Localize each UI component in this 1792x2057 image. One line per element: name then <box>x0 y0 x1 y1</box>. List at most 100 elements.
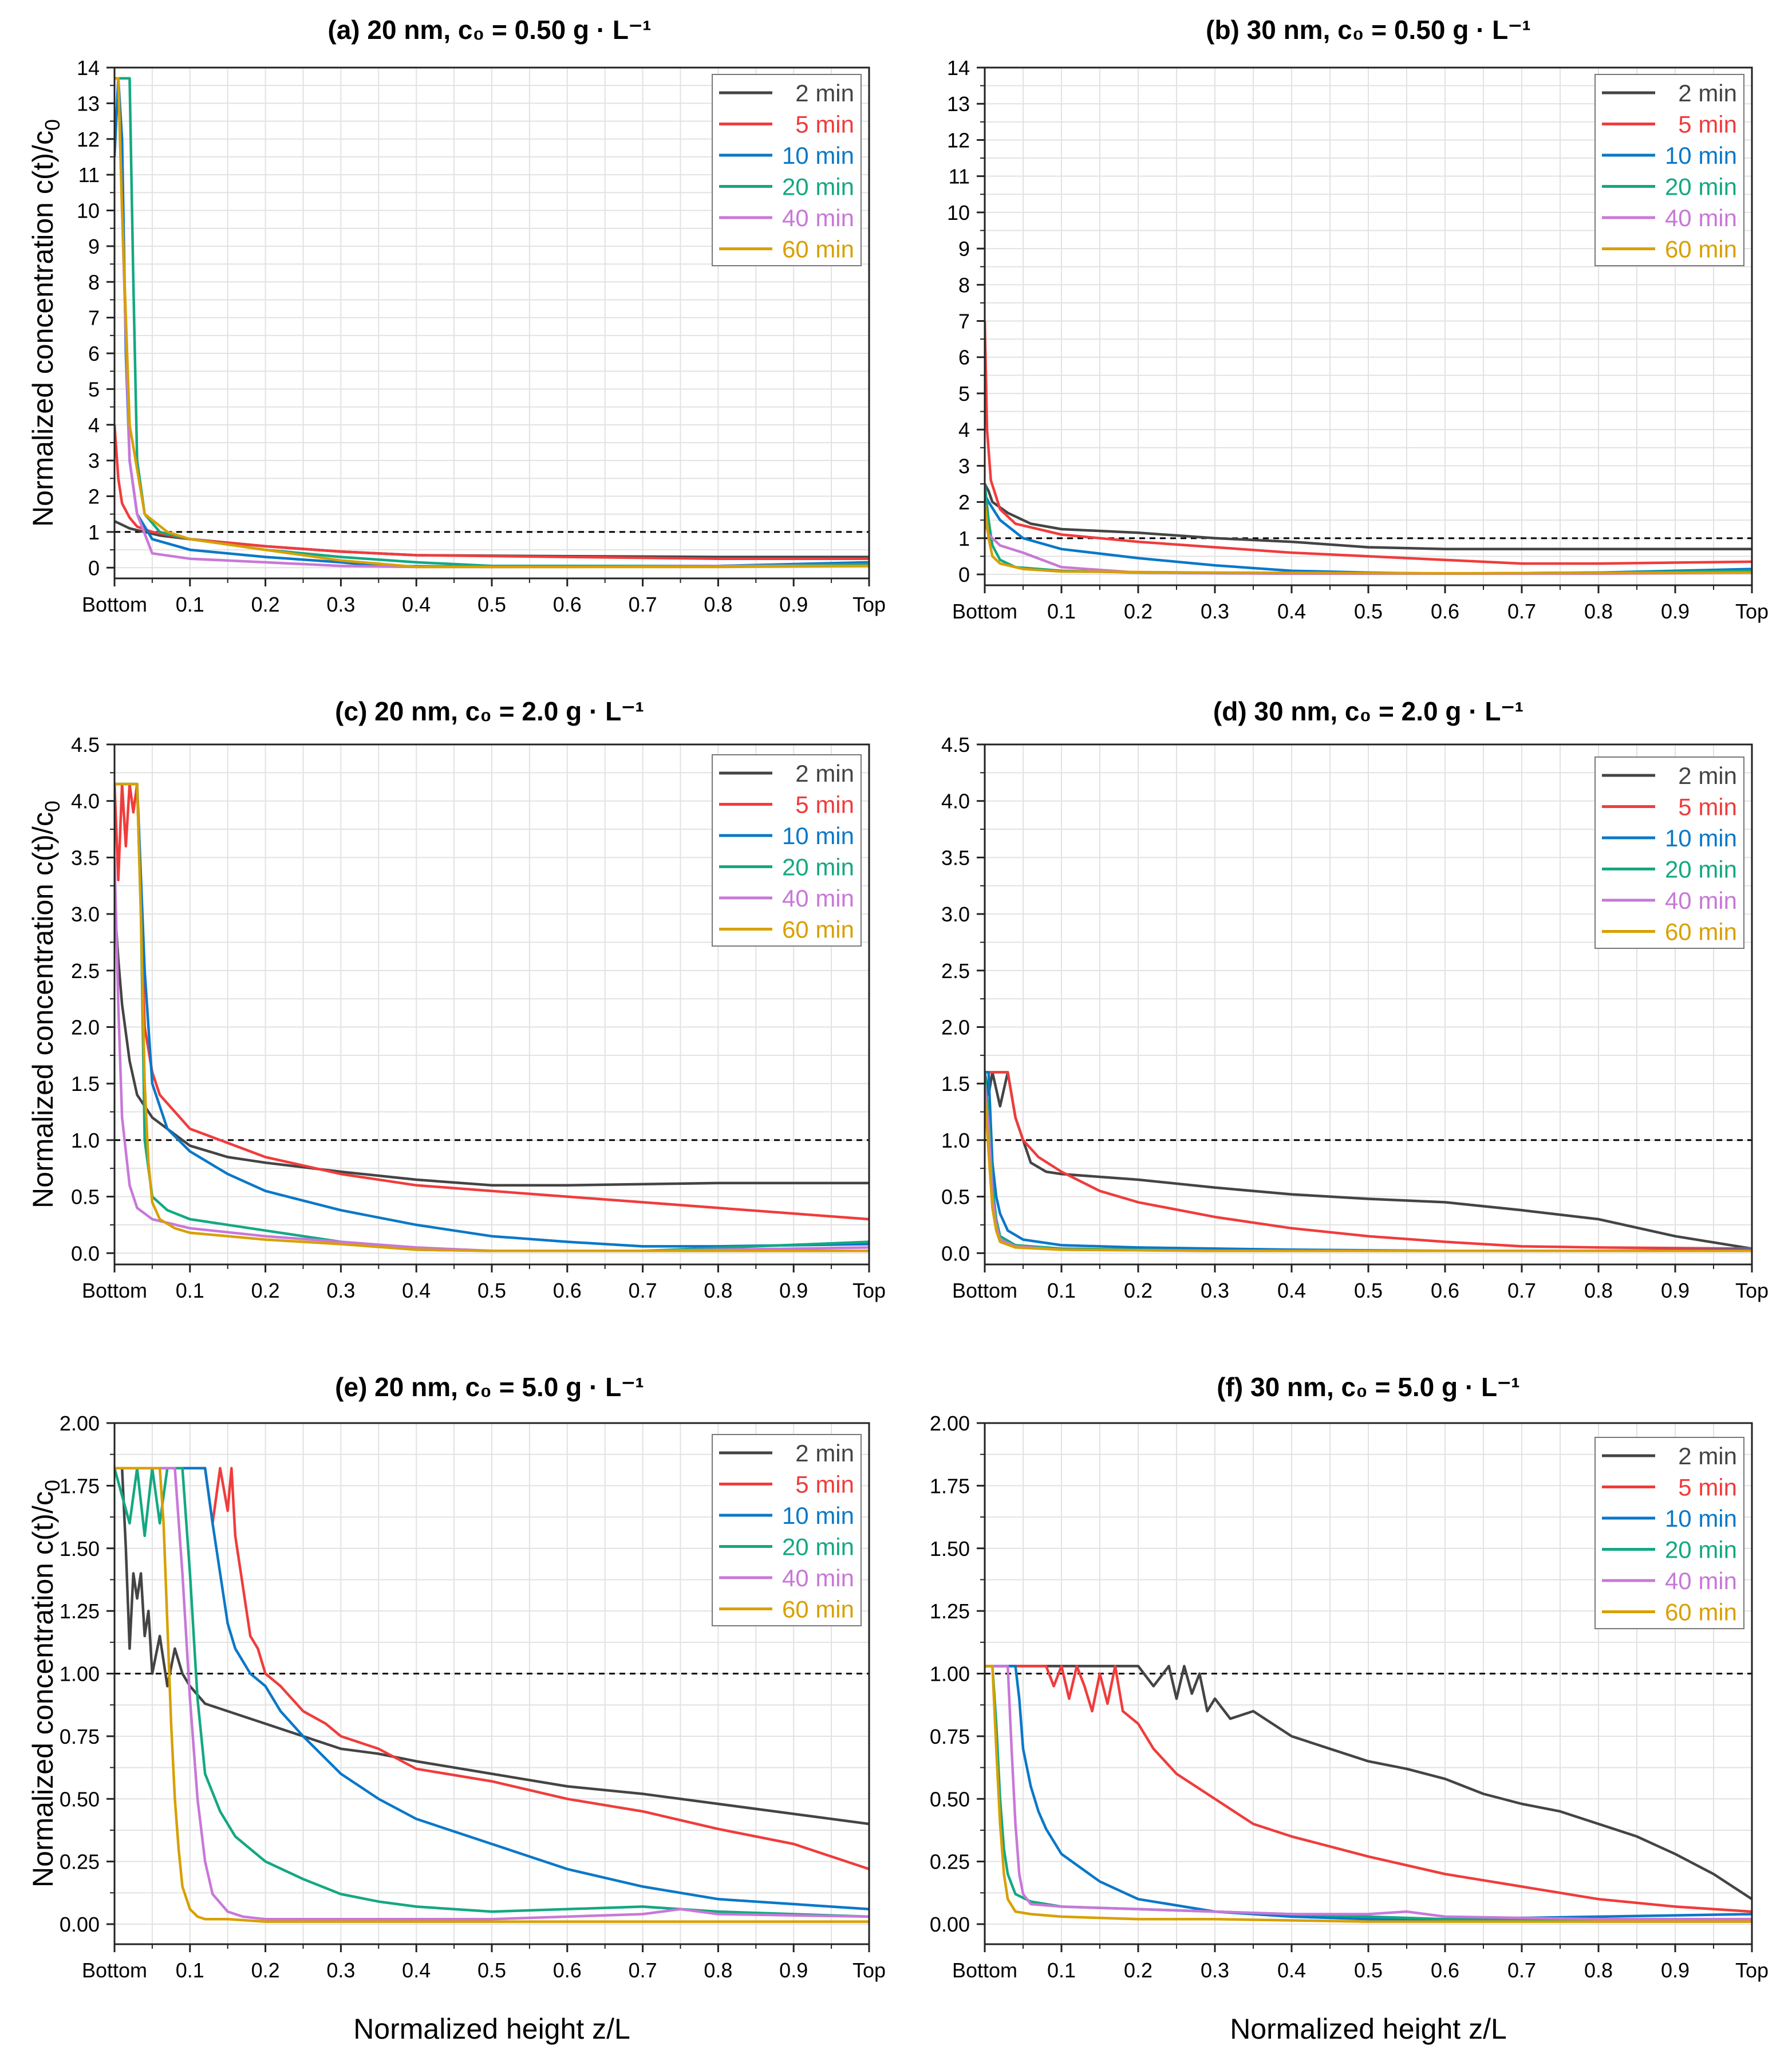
x-tick-label: Top <box>852 1279 886 1302</box>
y-tick-label: 2.0 <box>71 1015 100 1039</box>
panel-f: (f) 30 nm, c₀ = 5.0 g · L⁻¹ Bottom 0.1 0.2 0… <box>930 1372 1769 2045</box>
legend-label: 20 min <box>782 174 854 200</box>
x-tick-label: 0.1 <box>1047 600 1076 623</box>
legend: 2 min 5 min 10 min 20 min 40 min 60 min <box>712 74 862 266</box>
y-tick-label: 3 <box>958 454 970 478</box>
legend-label: 10 min <box>782 1502 854 1529</box>
series-line-60-min <box>115 77 869 569</box>
y-axis-label-text: Normalized concentration c(t)/c <box>27 131 59 527</box>
y-tick-label: 10 <box>947 201 970 224</box>
series-line-2-min <box>985 483 1752 551</box>
series-line-10-min <box>985 1665 1752 1921</box>
x-tick-label: 0.7 <box>1507 1279 1536 1302</box>
x-tick-label: 0.1 <box>176 1279 204 1302</box>
y-tick-label: 1.00 <box>60 1662 100 1686</box>
y-tick-label: 13 <box>947 92 970 116</box>
x-tick-label: 0.7 <box>629 1959 657 1982</box>
y-axis-label: Normalized concentration c(t)/c0 <box>27 801 64 1208</box>
legend-label: 2 min <box>1678 80 1737 107</box>
x-tick-label: 0.5 <box>1354 600 1383 623</box>
x-tick-label: 0.8 <box>704 1959 732 1982</box>
legend-label: 2 min <box>795 80 854 107</box>
y-tick-label: 0.50 <box>60 1787 100 1811</box>
x-tick-label: 0.3 <box>1201 1959 1229 1982</box>
x-tick-label: Bottom <box>952 1279 1017 1302</box>
x-tick-label: 0.9 <box>1661 1959 1690 1982</box>
x-tick-label: 0.1 <box>176 593 204 616</box>
x-tick-label: 0.9 <box>779 1279 808 1302</box>
series-line-2-min <box>985 1665 1752 1901</box>
x-tick-label: 0.3 <box>1201 600 1229 623</box>
y-axis-label-text: Normalized concentration c(t)/c <box>27 1491 59 1887</box>
x-tick-label: 0.3 <box>326 1959 355 1982</box>
y-tick-label: 0.00 <box>60 1913 100 1936</box>
y-tick-label: 2 <box>958 491 970 514</box>
legend-label: 20 min <box>782 854 854 881</box>
y-tick-label: 3 <box>88 449 100 472</box>
legend-box <box>712 754 862 947</box>
x-tick-label: 0.5 <box>477 1279 506 1302</box>
y-tick-label: 2 <box>88 485 100 509</box>
x-tick-label: 0.9 <box>1661 600 1690 623</box>
y-tick-label: 1 <box>958 527 970 550</box>
y-tick-label: 0.50 <box>930 1787 970 1811</box>
x-tick-label: Bottom <box>82 1959 147 1982</box>
y-tick-label: 12 <box>77 128 100 151</box>
legend-label: 40 min <box>1665 204 1737 231</box>
y-tick-label: 14 <box>77 56 100 80</box>
legend-label: 5 min <box>1678 111 1737 138</box>
series-line-40-min <box>115 1467 869 1921</box>
y-tick-label: 0.75 <box>60 1725 100 1748</box>
y-tick-label: 0.5 <box>941 1185 970 1209</box>
series-group <box>115 1467 869 1923</box>
y-tick-label: 2.00 <box>60 1412 100 1435</box>
y-tick-label: 0.25 <box>930 1850 970 1874</box>
y-tick-label: 4.5 <box>71 733 100 756</box>
series-line-5-min <box>985 321 1752 565</box>
x-tick-label: 0.7 <box>629 593 657 616</box>
series-line-20-min <box>115 1467 869 1918</box>
x-tick-label: 0.2 <box>1124 1279 1152 1302</box>
legend: 2 min 5 min 10 min 20 min 40 min 60 min <box>1594 1437 1744 1629</box>
x-tick-label: 0.4 <box>1277 1959 1306 1982</box>
x-tick-label: 0.5 <box>1354 1279 1383 1302</box>
x-tick-label: 0.4 <box>402 1279 431 1302</box>
x-tick-label: 0.6 <box>553 1279 582 1302</box>
legend-label: 10 min <box>782 822 854 849</box>
legend-label: 5 min <box>1678 794 1737 821</box>
series-line-10-min <box>115 1467 869 1911</box>
y-tick-label: 5 <box>958 382 970 405</box>
series-line-40-min <box>985 1665 1752 1921</box>
legend: 2 min 5 min 10 min 20 min 40 min 60 min <box>712 754 862 947</box>
series-line-2-min <box>985 1071 1752 1250</box>
y-tick-label: 8 <box>88 270 100 294</box>
x-tick-label: 0.8 <box>704 593 732 616</box>
legend-label: 40 min <box>782 204 854 231</box>
legend-label: 5 min <box>1678 1474 1737 1501</box>
x-tick-label: 0.9 <box>779 1959 808 1982</box>
y-tick-label: 11 <box>78 163 100 187</box>
y-tick-label: 4 <box>88 413 100 437</box>
x-tick-label: Top <box>1735 1959 1769 1982</box>
y-tick-label: 4 <box>958 418 970 442</box>
x-tick-label: 0.6 <box>553 1959 582 1982</box>
legend-box <box>712 74 862 266</box>
y-tick-label: 13 <box>77 92 100 115</box>
y-tick-label: 4.0 <box>71 790 100 813</box>
x-tick-label: 0.8 <box>1584 1959 1613 1982</box>
legend-label: 5 min <box>795 1471 854 1498</box>
y-tick-label: 8 <box>958 273 970 297</box>
legend-label: 10 min <box>782 142 854 169</box>
x-tick-label: 0.2 <box>251 593 280 616</box>
x-tick-label: Bottom <box>952 600 1017 623</box>
y-tick-label: 3.5 <box>941 846 970 869</box>
y-tick-label: 0.0 <box>71 1242 100 1265</box>
y-tick-label: 0.25 <box>60 1850 100 1874</box>
y-tick-label: 12 <box>947 128 970 152</box>
x-tick-label: 0.4 <box>402 1959 431 1982</box>
x-tick-label: 0.4 <box>1277 600 1306 623</box>
x-tick-label: 0.5 <box>477 1959 506 1982</box>
legend-box <box>712 1434 862 1626</box>
legend-label: 60 min <box>1665 1599 1737 1626</box>
y-tick-label: 2.00 <box>930 1412 970 1435</box>
